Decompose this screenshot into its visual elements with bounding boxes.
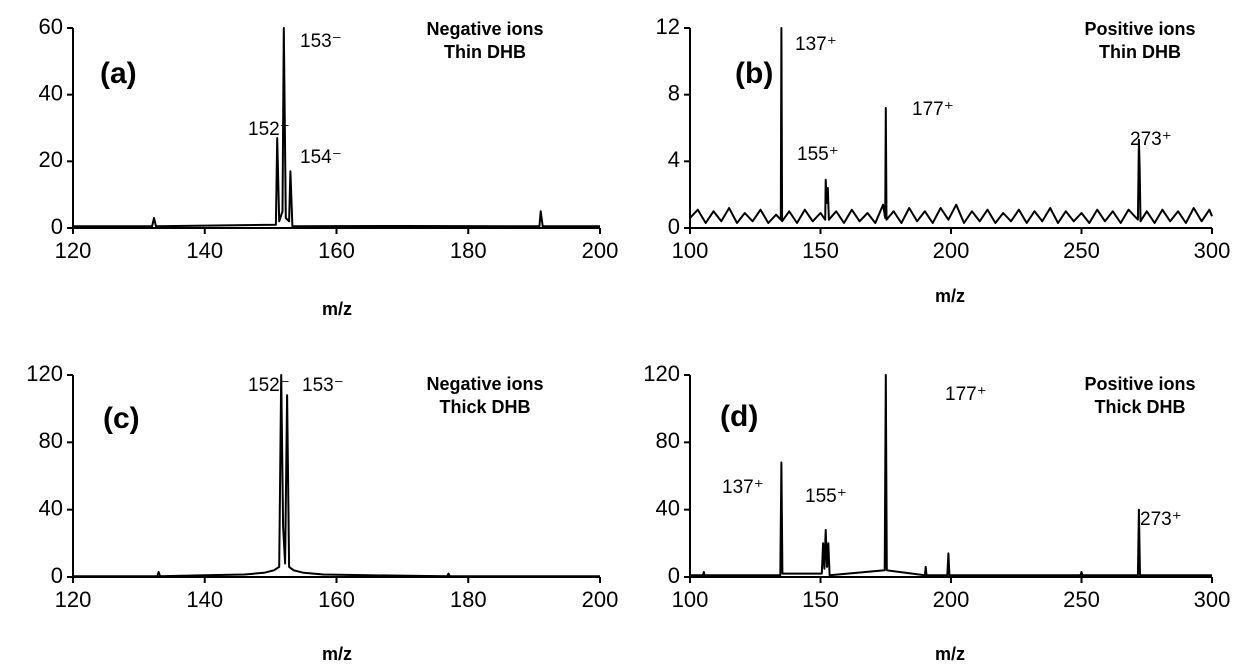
peak-label: 152⁻ — [248, 119, 290, 140]
spectrum-line — [73, 374, 600, 578]
y-tick-label: 0 — [668, 563, 680, 588]
x-tick-label: 300 — [1194, 587, 1231, 612]
spectrum-line — [689, 27, 1213, 224]
y-tick-label: 4 — [668, 147, 680, 172]
x-tick-label: 120 — [55, 587, 92, 612]
x-tick-label: 250 — [1063, 587, 1100, 612]
y-tick-label: 0 — [668, 214, 680, 239]
x-tick-label: 100 — [672, 238, 709, 263]
spectrum-line — [690, 374, 1212, 577]
panel-label: (c) — [103, 402, 140, 435]
peak-label: 155⁺ — [797, 144, 839, 165]
x-tick-label: 140 — [186, 587, 223, 612]
y-tick-label: 40 — [39, 495, 63, 520]
x-tick-label: 150 — [802, 587, 839, 612]
x-axis-title: m/z — [935, 286, 965, 306]
peak-label: 152⁻ — [248, 375, 290, 396]
y-tick-label: 20 — [39, 147, 63, 172]
x-tick-label: 120 — [55, 238, 92, 263]
x-tick-label: 160 — [318, 238, 355, 263]
peak-label: 177⁺ — [945, 384, 987, 405]
panel-note: Negative ions — [426, 19, 543, 39]
panel-label: (d) — [720, 400, 758, 433]
y-tick-label: 120 — [643, 361, 680, 386]
y-tick-label: 0 — [51, 563, 63, 588]
panel-note: Thick DHB — [1094, 397, 1185, 417]
y-tick-label: 0 — [51, 214, 63, 239]
peak-label: 153⁻ — [302, 375, 344, 396]
panel-note: Positive ions — [1084, 374, 1195, 394]
panel-label: (b) — [735, 57, 773, 90]
peak-label: 155⁺ — [805, 486, 847, 507]
x-tick-label: 150 — [802, 238, 839, 263]
peak-label: 137⁺ — [722, 477, 764, 498]
peak-label: 177⁺ — [912, 99, 954, 120]
x-tick-label: 200 — [933, 238, 970, 263]
y-tick-label: 12 — [656, 14, 680, 39]
panel-note: Thin DHB — [444, 42, 526, 62]
peak-label: 154⁻ — [300, 147, 342, 168]
x-axis-title: m/z — [322, 299, 352, 319]
peak-label: 273⁺ — [1140, 509, 1182, 530]
y-tick-label: 120 — [26, 361, 63, 386]
y-tick-label: 40 — [39, 80, 63, 105]
x-tick-label: 100 — [672, 587, 709, 612]
peak-label: 137⁺ — [795, 34, 837, 55]
peak-label: 273⁺ — [1130, 129, 1172, 150]
spectrum-line — [73, 27, 600, 228]
peak-label: 153⁻ — [300, 31, 342, 52]
x-axis-title: m/z — [935, 644, 965, 664]
y-tick-label: 60 — [39, 14, 63, 39]
panel-label: (a) — [100, 57, 137, 90]
panel-note: Thin DHB — [1099, 42, 1181, 62]
y-tick-label: 40 — [656, 495, 680, 520]
y-tick-label: 8 — [668, 80, 680, 105]
x-tick-label: 180 — [450, 238, 487, 263]
x-tick-label: 250 — [1063, 238, 1100, 263]
panel-note: Thick DHB — [439, 397, 530, 417]
x-tick-label: 200 — [582, 238, 619, 263]
panel-note: Positive ions — [1084, 19, 1195, 39]
y-tick-label: 80 — [656, 428, 680, 453]
panel-note: Negative ions — [426, 374, 543, 394]
x-axis-title: m/z — [322, 644, 352, 664]
x-tick-label: 160 — [318, 587, 355, 612]
x-tick-label: 180 — [450, 587, 487, 612]
y-tick-label: 80 — [39, 428, 63, 453]
x-tick-label: 300 — [1194, 238, 1231, 263]
x-tick-label: 200 — [933, 587, 970, 612]
x-tick-label: 200 — [582, 587, 619, 612]
x-tick-label: 140 — [186, 238, 223, 263]
